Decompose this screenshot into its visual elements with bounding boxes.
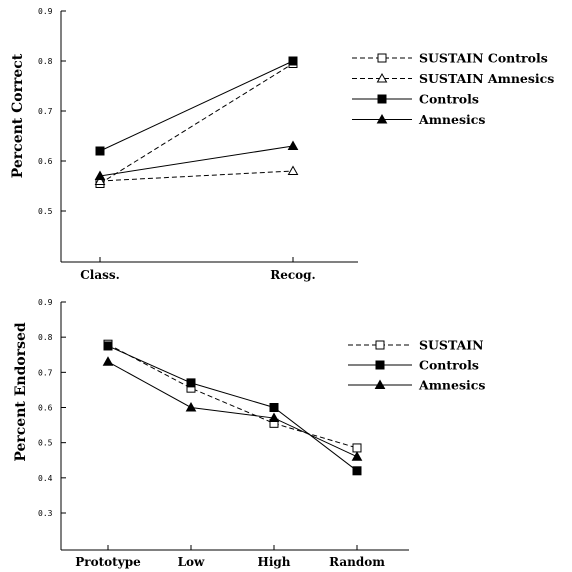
data-point (94, 175, 106, 185)
y-axis-label: Percent Correct (10, 53, 26, 178)
y-tick-label: 0.8 (38, 57, 53, 66)
data-point (185, 401, 197, 412)
legend-marker (375, 340, 385, 350)
y-tick-label: 0.3 (38, 509, 53, 518)
legend-marker (377, 94, 387, 104)
x-tick-label-high: High (257, 555, 290, 569)
x-tick-label-class: Class. (80, 268, 120, 282)
x-tick-label-low: Low (178, 555, 205, 569)
series-controls (103, 341, 362, 476)
y-tick-label: 0.7 (38, 368, 53, 377)
legend-label: SUSTAIN (419, 338, 484, 353)
series-sustain (103, 339, 362, 453)
y-axis-label: Percent Endorsed (13, 322, 29, 462)
series-line (107, 361, 358, 458)
legend-item-amnesics: Amnesics (352, 112, 485, 127)
data-point (288, 56, 298, 66)
legend-label: SUSTAIN Amnesics (419, 71, 554, 86)
series-line (107, 343, 358, 449)
y-tick-label: 0.7 (38, 107, 53, 116)
legend-marker (377, 53, 387, 63)
y-tick-label: 0.6 (38, 157, 53, 166)
chart-percent-correct: 0.5 0.6 0.7 0.8 0.9 Class. Recog. Percent Corre… (10, 7, 554, 282)
legend-marker (376, 113, 388, 124)
legend-item-amnesics: Amnesics (348, 378, 485, 393)
data-point (352, 466, 362, 476)
data-point (102, 356, 114, 366)
legend-label: Amnesics (418, 378, 485, 393)
y-tick-label: 0.5 (38, 439, 53, 448)
data-point (287, 140, 299, 150)
legend-item-sustain: SUSTAIN (348, 338, 484, 353)
legend-label: Controls (419, 92, 479, 107)
legend-item-sustain-controls: SUSTAIN Controls (352, 51, 548, 66)
y-tick-label: 0.6 (38, 404, 53, 413)
legend-label: SUSTAIN Controls (419, 51, 548, 66)
series-line (99, 145, 294, 177)
legend-marker (375, 360, 385, 370)
y-tick-label: 0.9 (38, 7, 53, 16)
y-tick-label: 0.9 (38, 298, 53, 307)
data-point (287, 165, 299, 175)
legend-marker (376, 72, 388, 83)
series-sustain-amnesics (94, 165, 299, 185)
data-point (269, 403, 279, 412)
chart-percent-endorsed: 0.3 0.4 0.5 0.6 0.7 0.8 0.9 Prototype Low High Ran… (13, 298, 485, 569)
x-tick-label-prototype: Prototype (75, 555, 141, 569)
data-point (186, 378, 196, 388)
series-line (99, 63, 294, 184)
series-controls (95, 56, 298, 156)
data-point (103, 341, 113, 351)
legend-label: Controls (419, 358, 479, 373)
data-point (352, 443, 362, 453)
series-amnesics (102, 356, 363, 461)
legend-item-controls: Controls (348, 358, 479, 373)
x-tick-label-random: Random (329, 555, 385, 569)
data-point (95, 146, 105, 156)
data-point (94, 170, 106, 180)
series-sustain-controls (95, 59, 298, 188)
y-tick-label: 0.5 (38, 207, 53, 216)
legend-marker (374, 379, 386, 389)
y-tick-label: 0.8 (38, 333, 53, 342)
series-line (107, 345, 358, 472)
legend-label: Amnesics (418, 112, 485, 127)
x-tick-label-recog: Recog. (270, 268, 316, 282)
legend-item-controls: Controls (352, 92, 479, 107)
series-line (99, 170, 294, 182)
legend-item-sustain-amnesics: SUSTAIN Amnesics (352, 71, 554, 86)
data-point (268, 412, 280, 423)
data-point (351, 451, 363, 461)
series-amnesics (94, 140, 299, 180)
series-line (99, 60, 294, 152)
y-tick-label: 0.4 (38, 474, 53, 483)
